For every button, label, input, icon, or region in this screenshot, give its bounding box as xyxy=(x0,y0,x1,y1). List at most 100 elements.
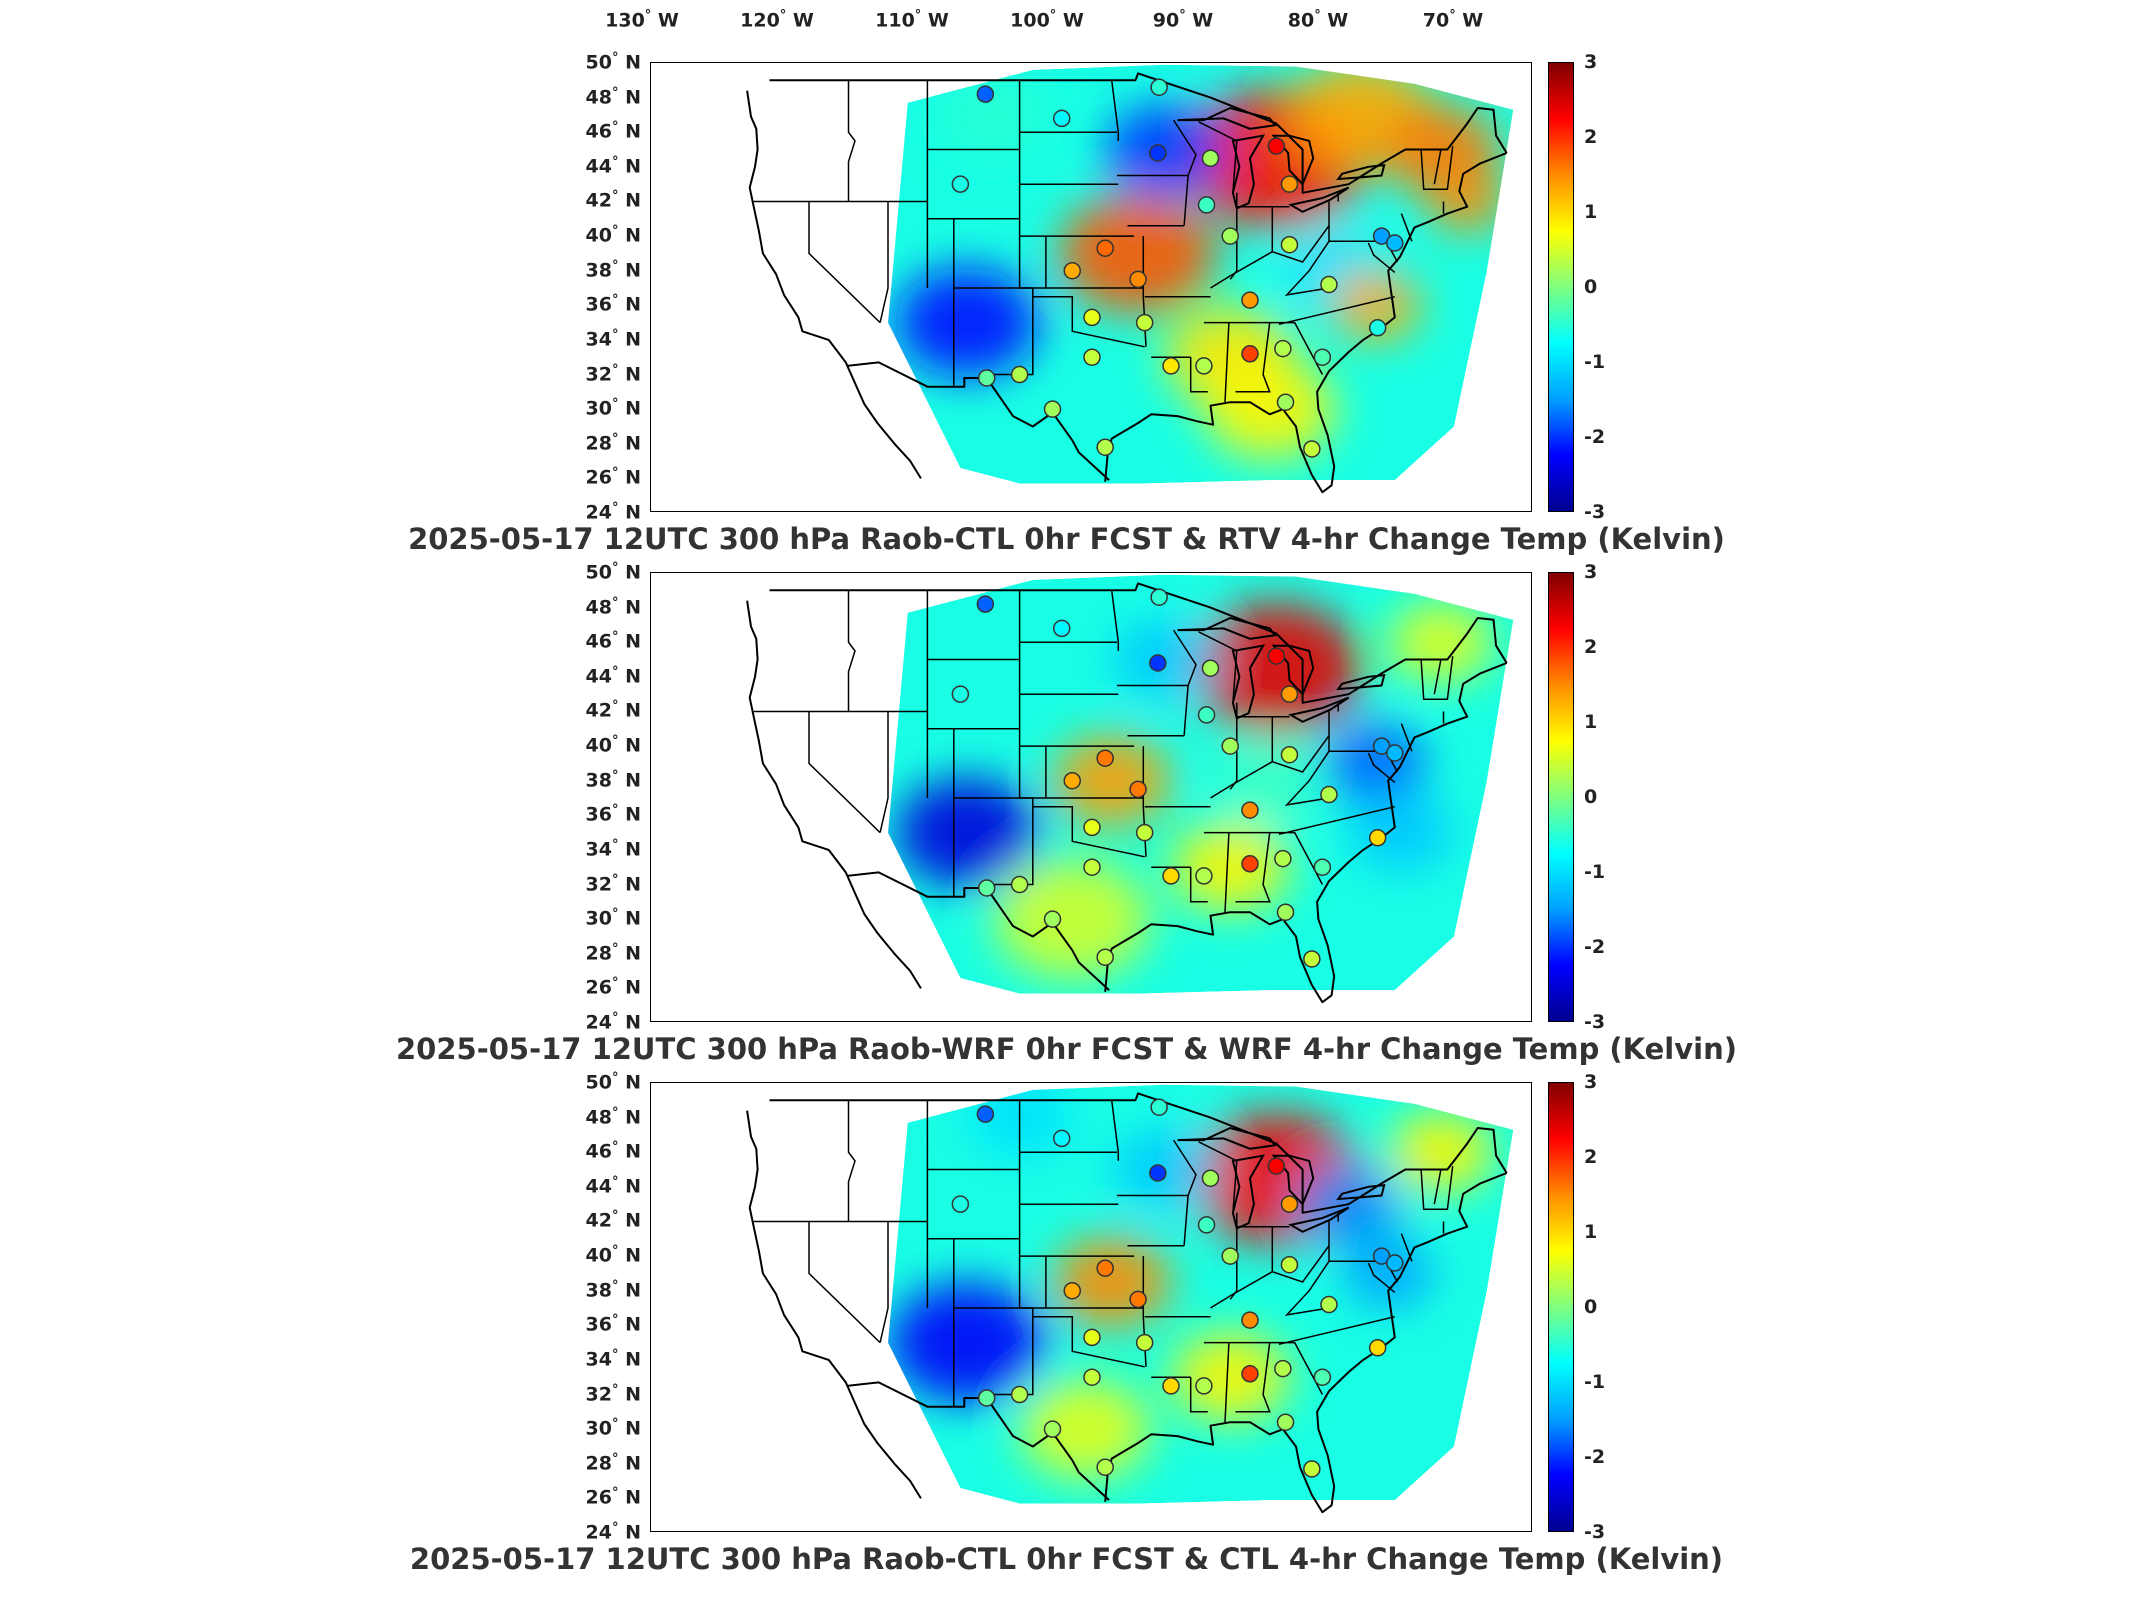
raob-station-marker xyxy=(1083,818,1101,837)
field-anomaly xyxy=(1323,723,1428,804)
raob-station-marker xyxy=(1150,588,1168,606)
raob-station-marker xyxy=(1241,801,1259,819)
latitude-label: 38° N xyxy=(585,768,641,792)
state-boundary xyxy=(1328,711,1393,753)
raob-station-marker xyxy=(1135,1333,1154,1352)
raob-station-marker xyxy=(1280,745,1299,764)
state-boundary xyxy=(1284,750,1330,806)
raob-station-marker xyxy=(977,369,996,387)
raob-station-marker xyxy=(1267,1157,1286,1175)
longitude-label: 90° W xyxy=(1152,8,1214,32)
map-panel-2: 50° N 48° N 46° N 44° N 42° N 40° N 38° N 36° N… xyxy=(0,560,2133,1080)
raob-station-marker xyxy=(1197,196,1216,214)
state-boundary xyxy=(1172,119,1197,226)
state-boundary xyxy=(847,1100,856,1222)
raob-station-marker xyxy=(1083,858,1101,876)
state-boundary xyxy=(879,201,889,323)
colorbar xyxy=(1548,572,1574,1022)
raob-station-marker xyxy=(1386,744,1404,762)
field-anomaly xyxy=(1349,792,1454,873)
raob-station-marker xyxy=(1280,175,1299,193)
raob-station-marker xyxy=(1280,685,1299,703)
raob-station-marker xyxy=(1303,950,1321,968)
raob-station-marker xyxy=(1368,319,1387,337)
map-panel-3: 50° N 48° N 46° N 44° N 42° N 40° N 38° N 36° N… xyxy=(0,1070,2133,1590)
state-boundary xyxy=(1235,1342,1271,1413)
great-lake-outline xyxy=(1231,1154,1266,1230)
great-lake-outline xyxy=(1177,106,1277,130)
latitude-label: 34° N xyxy=(585,1347,641,1371)
raob-station-marker xyxy=(1096,749,1114,767)
raob-station-marker xyxy=(1149,1164,1167,1182)
state-boundary xyxy=(1189,867,1208,903)
state-boundary xyxy=(1367,242,1396,273)
latitude-label: 26° N xyxy=(585,1485,641,1510)
latitude-label: 30° N xyxy=(585,1416,641,1440)
colorbar-tick-label: 3 xyxy=(1584,1071,1598,1093)
colorbar-tick-label: -1 xyxy=(1584,351,1606,373)
great-lake-outline xyxy=(1288,696,1350,723)
latitude-label: 46° N xyxy=(585,629,641,653)
raob-station-marker xyxy=(1096,948,1114,966)
latitude-label: 46° N xyxy=(585,1139,641,1163)
state-boundary xyxy=(1278,805,1395,836)
raob-station-marker xyxy=(1320,275,1338,294)
state-boundary xyxy=(1284,1260,1330,1316)
raob-station-marker xyxy=(1129,1290,1147,1309)
great-lake-outline xyxy=(1271,1154,1315,1207)
latitude-label: 50° N xyxy=(585,560,641,584)
raob-station-marker xyxy=(1221,737,1239,755)
raob-station-marker xyxy=(1280,1195,1299,1213)
latitude-label: 36° N xyxy=(585,292,641,316)
raob-station-marker xyxy=(1096,239,1114,257)
latitude-label: 32° N xyxy=(585,1381,641,1406)
state-boundary xyxy=(1433,659,1442,695)
colorbar-tick-label: 1 xyxy=(1584,201,1598,223)
raob-station-marker xyxy=(1150,1098,1168,1116)
latitude-label: 34° N xyxy=(585,837,641,861)
longitude-label: 120° W xyxy=(740,8,814,32)
field-anomaly xyxy=(888,1282,1045,1403)
state-boundary xyxy=(1224,1342,1230,1423)
state-boundary xyxy=(1420,656,1454,701)
state-boundary xyxy=(1210,761,1273,799)
raob-station-marker xyxy=(1276,393,1295,411)
state-boundary xyxy=(1420,1166,1454,1211)
latitude-label: 34° N xyxy=(585,327,641,351)
state-boundary xyxy=(1271,1226,1330,1283)
raob-station-marker xyxy=(976,1105,995,1123)
temperature-field xyxy=(888,64,1514,484)
state-boundary xyxy=(808,711,881,834)
latitude-label: 24° N xyxy=(585,500,641,524)
latitude-label: 40° N xyxy=(585,1243,641,1267)
state-boundary xyxy=(1224,322,1230,403)
great-lake-outline xyxy=(1271,644,1315,697)
state-boundary xyxy=(1400,1233,1413,1262)
coastline-west xyxy=(746,90,922,479)
colorbar-tick-label: 3 xyxy=(1584,51,1598,73)
map-plot-area xyxy=(650,62,1532,512)
field-anomaly xyxy=(1053,1237,1171,1328)
raob-station-marker xyxy=(1201,1169,1220,1187)
state-boundary xyxy=(1189,1377,1208,1413)
great-lake-outline xyxy=(1288,186,1350,213)
state-boundary xyxy=(1433,1169,1442,1205)
raob-station-marker xyxy=(1129,780,1147,799)
colorbar-tick-label: 2 xyxy=(1584,126,1598,148)
latitude-label: 32° N xyxy=(585,361,641,386)
raob-station-marker xyxy=(1010,365,1029,384)
longitude-axis: 130° W 120° W 110° W 100° W 90° W 80° W 70° W xyxy=(0,0,2133,50)
raob-station-marker xyxy=(1276,903,1295,921)
raob-station-marker xyxy=(1043,1420,1062,1438)
raob-station-marker xyxy=(1201,149,1220,167)
raob-station-marker xyxy=(1241,345,1259,363)
state-boundary xyxy=(1189,357,1208,393)
raob-station-marker xyxy=(1052,1129,1071,1148)
great-lake-outline xyxy=(1177,616,1277,640)
panel-title: 2025-05-17 12UTC 300 hPa Raob-CTL 0hr FC… xyxy=(409,1542,1724,1576)
raob-station-marker xyxy=(1386,234,1404,252)
raob-station-marker xyxy=(1063,261,1082,280)
raob-station-marker xyxy=(1241,1365,1259,1383)
field-anomaly xyxy=(895,267,1039,378)
raob-station-marker xyxy=(1313,1368,1332,1386)
